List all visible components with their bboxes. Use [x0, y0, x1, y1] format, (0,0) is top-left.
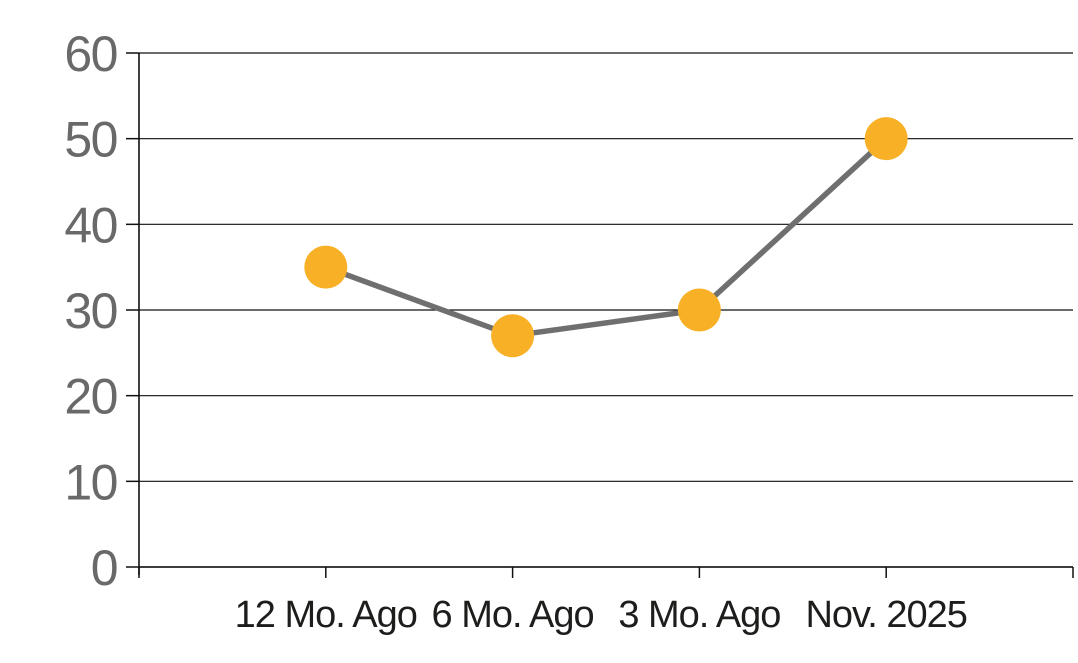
- data-point-marker: [491, 314, 535, 358]
- y-tick-label: 40: [64, 197, 117, 253]
- x-tick-label: 6 Mo. Ago: [432, 594, 594, 636]
- x-tick-label: 12 Mo. Ago: [235, 594, 417, 636]
- x-tick-label: 3 Mo. Ago: [618, 594, 780, 636]
- data-point-marker: [677, 288, 721, 332]
- y-tick-label: 10: [64, 454, 117, 510]
- y-tick-label: 20: [64, 369, 117, 425]
- data-line: [323, 135, 889, 339]
- x-tick-label: Nov. 2025: [805, 594, 966, 636]
- data-point-marker: [304, 245, 348, 289]
- y-tick-label: 0: [91, 540, 117, 596]
- data-point-marker: [864, 117, 908, 161]
- y-tick-label: 50: [64, 112, 117, 168]
- y-tick-label: 60: [64, 26, 117, 82]
- y-tick-label: 30: [64, 283, 117, 339]
